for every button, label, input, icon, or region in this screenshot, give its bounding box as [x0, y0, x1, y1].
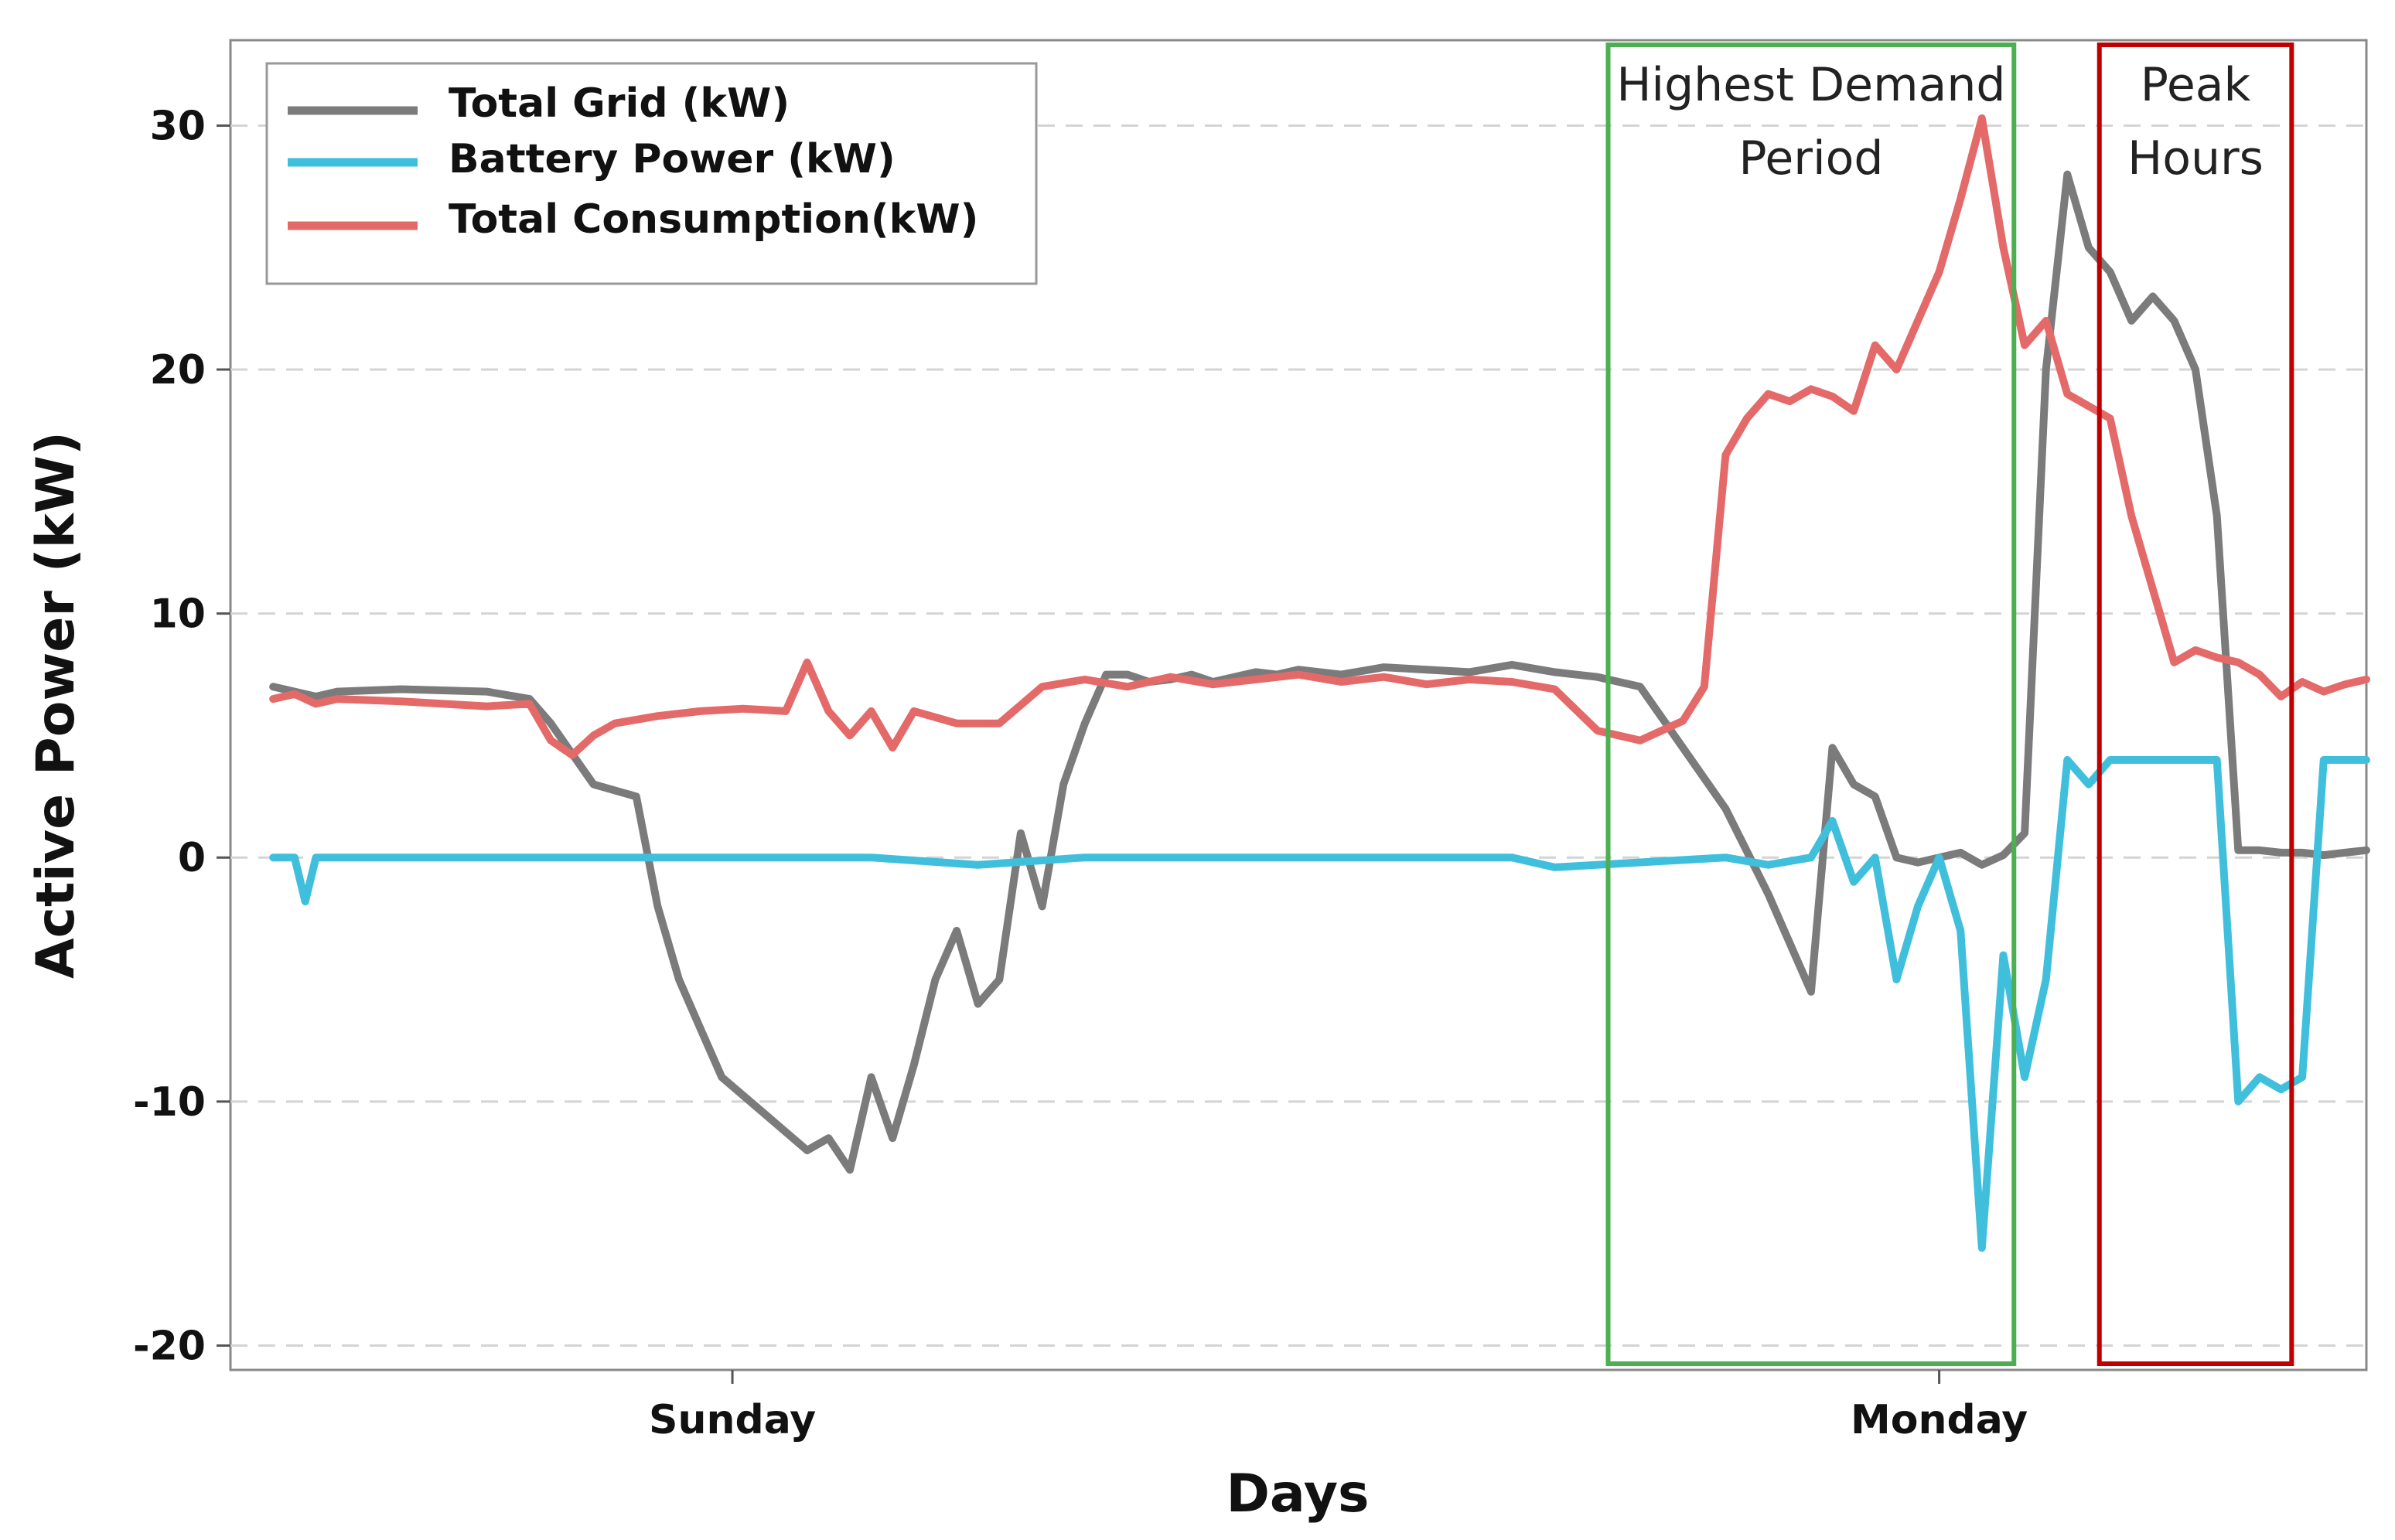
series-line-2	[269, 114, 2370, 759]
annotation-box-0	[1605, 43, 2017, 1366]
series-line-1	[269, 756, 2370, 1252]
annotation-box-1	[2096, 43, 2294, 1366]
annotation-label-1: Hours	[2127, 131, 2264, 186]
y-tick-label: -10	[133, 1079, 206, 1126]
annotation-boxes: Highest Demand Period Peak Hours	[1605, 43, 2294, 1366]
x-axis-title: Days	[1226, 1463, 1369, 1525]
legend: Total Grid (kW) Battery Power (kW) Total…	[265, 62, 1038, 285]
x-axis-ticks: Sunday Monday	[649, 1370, 2028, 1443]
annotation-label-0: Period	[1738, 131, 1883, 186]
plot-area-frame	[229, 39, 2368, 1371]
y-tick-label: 30	[150, 103, 206, 149]
series-line-0	[269, 170, 2370, 1174]
y-tick-label: 0	[178, 835, 206, 881]
y-axis-ticks: -20 -10 0 10 20 30	[133, 103, 230, 1369]
series-layer	[269, 114, 2370, 1252]
annotation-label-1: Peak	[2141, 58, 2251, 112]
annotation-label-0: Highest Demand	[1616, 58, 2005, 112]
legend-label-total-grid: Total Grid (kW)	[449, 80, 790, 127]
legend-label-total-consumption: Total Consumption(kW)	[449, 196, 978, 243]
x-tick-label: Monday	[1851, 1397, 2028, 1443]
legend-label-battery-power: Battery Power (kW)	[449, 136, 896, 182]
y-tick-label: -20	[133, 1323, 206, 1369]
legend-box	[265, 62, 1038, 285]
x-tick-label: Sunday	[649, 1397, 816, 1443]
y-tick-label: 10	[150, 591, 206, 638]
y-tick-label: 20	[150, 347, 206, 394]
y-axis-title: Active Power (kW)	[26, 431, 87, 979]
